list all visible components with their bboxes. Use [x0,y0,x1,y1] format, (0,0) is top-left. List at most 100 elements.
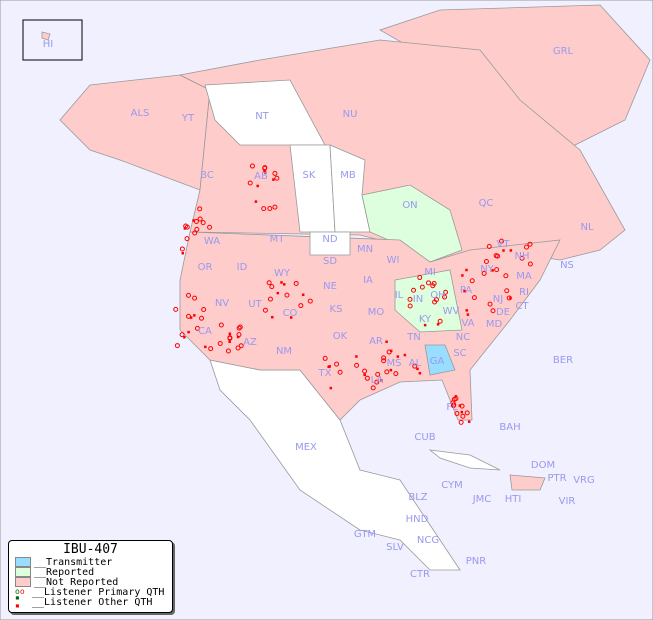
listener-primary-qth-marker [197,216,203,222]
listener-other-qth-marker [282,283,286,286]
region-label-ar: AR [369,336,383,347]
region-label-ia: IA [363,275,373,286]
listener-primary-qth-marker [174,343,180,349]
region-label-oh: OH [430,290,445,301]
region-label-wv: WV [443,306,460,317]
region-label-wy: WY [274,268,291,279]
listener-other-qth-marker [181,251,185,255]
listener-other-qth-marker [256,184,259,188]
listener-primary-qth-marker [451,396,457,402]
listener-other-qth-marker [187,330,190,334]
listener-primary-qth-marker [235,345,241,351]
listener-other-qth-marker [183,227,187,230]
region-label-hnd: HND [406,514,429,525]
listener-other-qth-marker [458,404,462,407]
listener-other-qth-marker [465,309,469,312]
listener-primary-qth-marker [490,308,496,314]
region-label-dom: DOM [531,460,555,471]
listener-other-qth-marker [193,314,196,317]
listener-primary-qth-marker [197,206,203,212]
region-label-hti: HTI [505,494,522,505]
region-label-ns: NS [560,260,574,271]
legend-label: __Listener Other QTH [32,596,153,608]
region-label-al: AL [409,358,422,369]
region-label-nc: NC [456,332,470,343]
region-label-in: IN [413,294,423,305]
region-label-ncg: NCG [417,535,439,546]
listener-other-qth-marker [204,345,207,349]
listener-primary-qth-marker [417,275,423,281]
listener-primary-qth-marker [393,371,399,377]
listener-other-qth-marker [192,219,195,222]
region-label-nl: NL [580,222,593,233]
listener-other-qth-marker [491,269,494,272]
listener-primary-qth-marker [266,280,272,286]
listener-other-qth-marker [263,169,266,172]
listener-other-qth-marker [385,340,388,344]
listener-other-qth-marker [301,293,305,297]
region-label-mi: MI [424,267,436,278]
listener-primary-qth-marker [437,318,443,324]
region-label-slv: SLV [386,542,404,553]
listener-other-qth-marker [363,373,366,377]
listener-primary-qth-marker [217,340,223,346]
region-label-bc: BC [200,170,214,181]
region-label-ga: GA [430,356,445,367]
usa-region [179,231,561,421]
region-label-ok: OK [333,331,348,342]
region-label-nh: NH [515,251,530,262]
region-label-tn: TN [406,332,421,343]
legend-not-reported: __Not Reported [9,577,172,588]
region-label-wa: WA [204,236,220,247]
legend-label: __Listener Primary QTH [32,586,165,598]
listener-primary-qth-marker [364,375,370,381]
region-label-fl: FL [446,402,458,413]
listener-other-qth-marker [276,291,280,295]
legend-transmitter: __Transmitter [9,556,172,568]
listener-primary-qth-marker [384,369,390,375]
hawaii-inset-box [22,19,83,61]
listener-other-qth-marker [389,349,393,353]
legend-label: __Transmitter [34,556,113,568]
region-label-id: ID [237,262,248,273]
listener-primary-qth-marker [506,295,512,301]
listener-primary-qth-marker [261,206,267,212]
region-label-ms: MS [387,358,402,369]
north-dakota-region [309,231,351,256]
listener-primary-qth-marker [192,295,198,301]
listener-primary-qth-marker [194,325,200,331]
listener-primary-qth-marker [269,284,275,290]
legend-title: IBU-407 [63,542,118,557]
listener-primary-qth-marker [207,224,213,230]
listener-primary-qth-marker [186,313,192,319]
listener-other-qth-marker [389,368,393,372]
listener-other-qth-marker [466,313,470,316]
listener-other-qth-marker [396,355,400,358]
region-label-hi: HI [43,39,53,50]
listener-primary-qth-marker [527,241,533,247]
listener-primary-qth-marker [179,332,185,338]
region-label-il: IL [395,290,404,301]
listener-primary-qth-marker [504,288,510,294]
listener-other-qth-marker [271,315,274,319]
listener-primary-qth-marker [454,410,460,416]
listener-primary-qth-marker [262,165,268,171]
legend-label: __Reported [34,566,95,578]
listener-primary-qth-marker [503,273,509,279]
region-label-va: VA [461,318,474,329]
reported-swatch [15,567,31,577]
region-label-ber: BER [553,355,573,366]
listener-primary-qth-marker [487,301,493,307]
listener-other-qth-marker [509,249,513,252]
legend-other-qth: ▪ ▪ __Listener Other QTH [9,594,172,610]
listener-primary-qth-marker [218,322,224,328]
listener-primary-qth-marker [411,287,417,293]
listener-primary-qth-marker [322,355,328,361]
region-label-nm: NM [276,346,292,357]
listener-other-qth-marker [183,335,186,339]
listener-primary-qth-marker [227,335,233,341]
listener-primary-qth-marker [464,410,470,416]
region-label-nv: NV [215,298,229,309]
ontario-region [361,184,463,263]
